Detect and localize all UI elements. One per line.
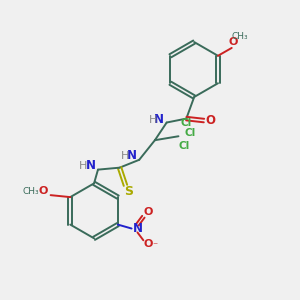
Text: O: O [228,37,237,47]
Text: N: N [86,159,96,172]
Text: O: O [206,114,216,127]
Text: Cl: Cl [184,128,196,138]
Text: N: N [154,113,164,126]
Text: N: N [127,149,137,162]
Text: H: H [121,151,130,161]
Text: H: H [149,115,157,124]
Text: S: S [124,185,133,198]
Text: N: N [133,222,142,235]
Text: O: O [38,186,47,196]
Text: ⁻: ⁻ [153,241,158,251]
Text: O: O [144,207,153,217]
Text: H: H [79,161,87,171]
Text: Cl: Cl [179,141,190,151]
Text: Cl: Cl [181,118,192,128]
Text: O: O [144,239,153,249]
Text: CH₃: CH₃ [23,187,39,196]
Text: CH₃: CH₃ [231,32,248,40]
